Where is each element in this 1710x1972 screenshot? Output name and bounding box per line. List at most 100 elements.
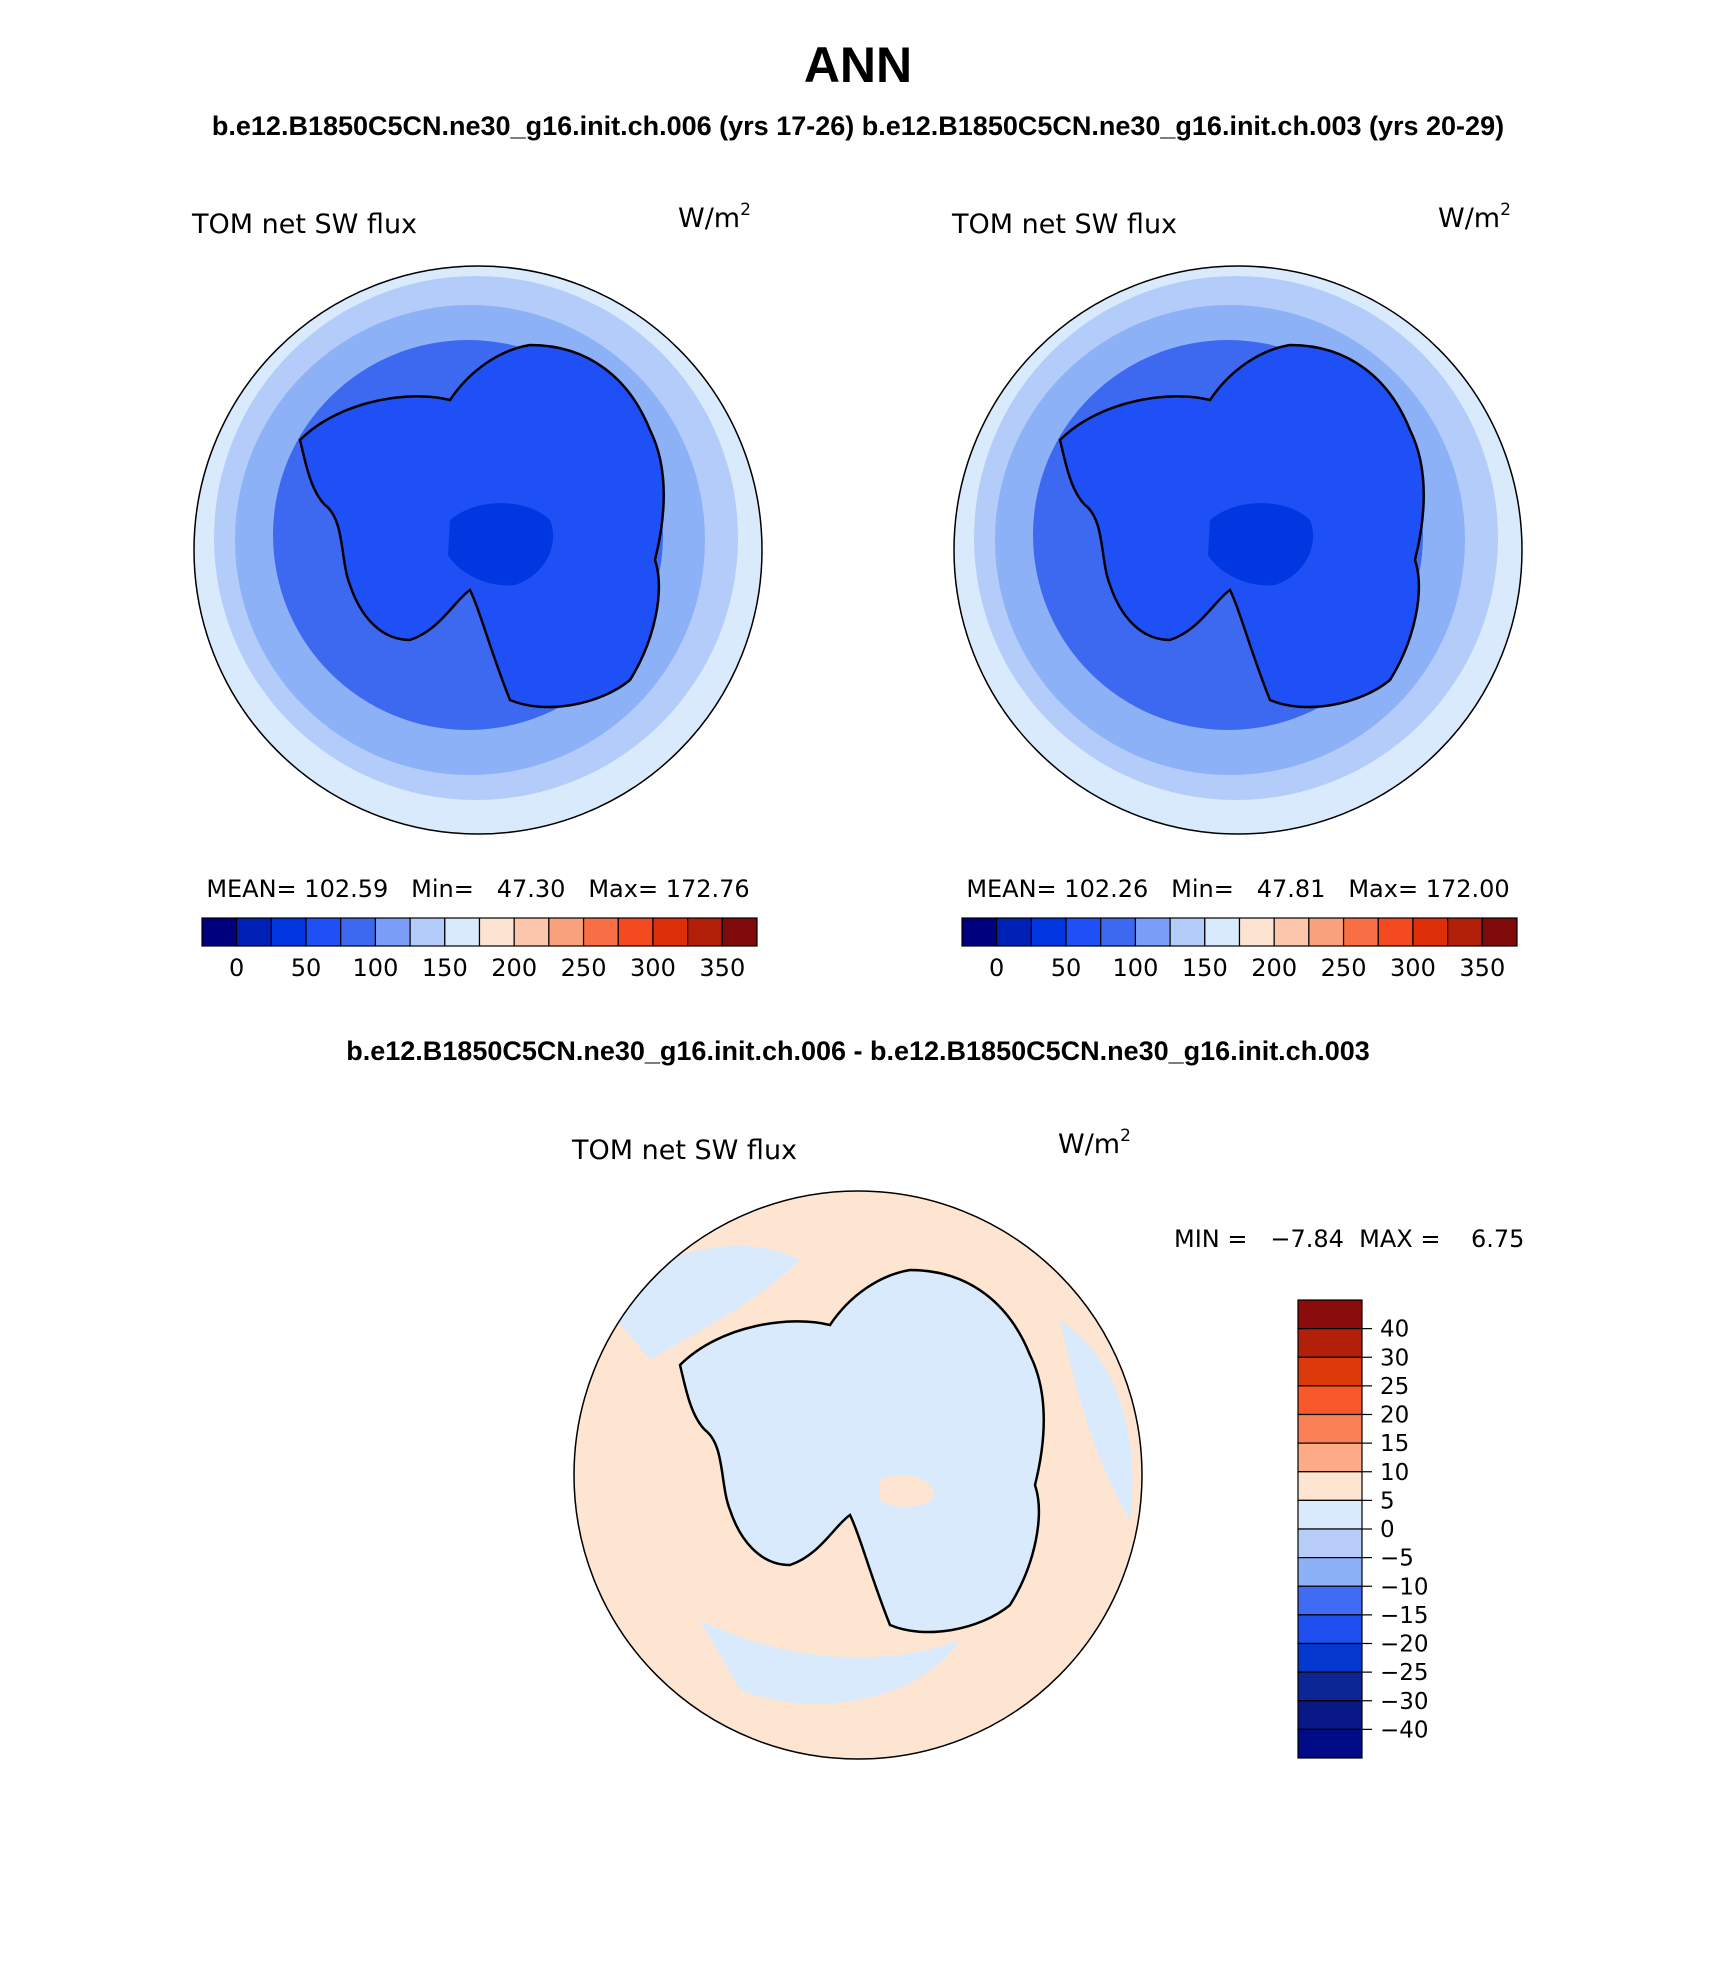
band-neg5-0-east [1060, 1320, 1133, 1520]
colorbar-swatch [1297, 1557, 1363, 1587]
colorbar-tick-label: 40 [1380, 1317, 1409, 1343]
page-subtitle: b.e12.B1850C5CN.ne30_g16.init.ch.006 (yr… [212, 111, 1504, 141]
colorbar-swatch [236, 917, 272, 947]
interior-low-zone [448, 503, 554, 586]
colorbar-swatch [1297, 1356, 1363, 1387]
units-label: W/m2 [1438, 200, 1511, 234]
colorbar-swatch [270, 917, 307, 947]
colorbar-tick-label: −25 [1380, 1660, 1429, 1686]
map-panel-case-003: TOM net SW flux W/m2 MEAN= 102.26 Min= 4… [951, 200, 1523, 982]
variable-label: TOM net SW flux [191, 209, 417, 240]
colorbar-tick-label: 250 [561, 954, 607, 982]
colorbar-swatch [1377, 917, 1414, 947]
polar-map [954, 266, 1522, 834]
colorbar-swatch [1308, 917, 1345, 947]
colorbar-swatch [1297, 1528, 1363, 1559]
colorbar-tick-label: 5 [1380, 1488, 1395, 1514]
polar-map [574, 1191, 1142, 1759]
colorbar-swatch [1297, 1328, 1363, 1358]
colorbar-swatch [374, 917, 411, 947]
colorbar-swatch [409, 917, 446, 947]
colorbar-swatch [1134, 917, 1171, 947]
band-neg5-0-south [700, 1620, 960, 1704]
colorbar-tick-label: 150 [422, 954, 468, 982]
colorbar-swatch [1297, 1728, 1363, 1759]
colorbar-swatch [1412, 917, 1449, 947]
colorbar-tick-label: 25 [1380, 1374, 1409, 1400]
colorbar-tick-label: 50 [291, 954, 322, 982]
colorbar-tick-label: 15 [1380, 1431, 1409, 1457]
colorbar-tick-label: 100 [353, 954, 399, 982]
colorbar-horizontal: 0 50 100 150 200 250 300 350 [201, 917, 758, 982]
colorbar-swatch [1481, 917, 1518, 947]
colorbar-tick-label: 100 [1113, 954, 1159, 982]
colorbar-tick-label: 10 [1380, 1460, 1409, 1486]
colorbar-tick-label: 150 [1182, 954, 1228, 982]
colorbar-tick-label: 300 [630, 954, 676, 982]
units-label: W/m2 [1058, 1126, 1131, 1160]
colorbar-tick-label: 0 [989, 954, 1004, 982]
colorbar-tick-label: −10 [1380, 1574, 1429, 1600]
colorbar-tick-label: 30 [1380, 1345, 1409, 1371]
map-panel-case-006: TOM net SW flux W/m2 MEAN= 102.59 Min= 4… [191, 200, 763, 982]
difference-title: b.e12.B1850C5CN.ne30_g16.init.ch.006 - b… [346, 1036, 1370, 1066]
colorbar-swatch [1297, 1499, 1363, 1530]
variable-label: TOM net SW flux [951, 209, 1177, 240]
colorbar-tick-label: 300 [1390, 954, 1436, 982]
colorbar-tick-label: 200 [1251, 954, 1297, 982]
map-boundary [193, 265, 763, 835]
antarctica-coastline [678, 1268, 1045, 1634]
colorbar-tick-label: −20 [1380, 1632, 1429, 1658]
colorbar-swatch [996, 917, 1032, 947]
colorbar-horizontal: 0 50 100 150 200 250 300 350 [961, 917, 1518, 982]
colorbar-swatch [1297, 1671, 1363, 1702]
colorbar-swatch [478, 917, 515, 947]
colorbar-swatch [652, 917, 689, 947]
page-title: ANN [804, 37, 912, 93]
units-exponent: 2 [1500, 200, 1511, 220]
colorbar-tick-label: 20 [1380, 1403, 1409, 1429]
interior-low-zone [1208, 503, 1314, 586]
colorbar-swatch [1297, 1700, 1363, 1730]
colorbar-swatch [1297, 1585, 1363, 1616]
colorbar-tick-label: 50 [1051, 954, 1082, 982]
map-boundary [573, 1190, 1143, 1760]
variable-label: TOM net SW flux [571, 1135, 797, 1166]
colorbar-swatch [1297, 1413, 1363, 1444]
colorbar-swatch [1204, 917, 1241, 947]
colorbar-tick-label: 250 [1321, 954, 1367, 982]
colorbar-swatch [1297, 1299, 1363, 1330]
units-label: W/m2 [678, 200, 751, 234]
colorbar-swatch [582, 917, 619, 947]
stats-text: MEAN= 102.26 Min= 47.81 Max= 172.00 [966, 875, 1509, 903]
positive-patch [880, 1475, 935, 1507]
colorbar-tick-label: −30 [1380, 1689, 1429, 1715]
colorbar-swatch [617, 917, 654, 947]
colorbar-swatch [1169, 917, 1206, 947]
colorbar-swatch [444, 917, 481, 947]
colorbar-swatch [1297, 1614, 1363, 1645]
colorbar-tick-label: 0 [1380, 1517, 1395, 1543]
colorbar-swatch [1297, 1385, 1363, 1416]
units-exponent: 2 [1120, 1126, 1131, 1146]
colorbar-swatch [1030, 917, 1067, 947]
map-boundary [953, 265, 1523, 835]
colorbar-tick-label: 0 [229, 954, 244, 982]
min-max-text: MIN = −7.84 MAX = 6.75 [1174, 1225, 1524, 1253]
colorbar-swatch [961, 917, 998, 947]
colorbar-swatch [340, 917, 377, 947]
colorbar-tick-label: 350 [1459, 954, 1505, 982]
colorbar-swatch [721, 917, 758, 947]
units-text: W/m [1438, 203, 1500, 234]
units-text: W/m [1058, 1129, 1120, 1160]
map-panel-difference: TOM net SW flux W/m2 MIN = −7.84 MAX = 6… [571, 1126, 1524, 1760]
colorbar-swatch [1238, 917, 1275, 947]
colorbar-swatch [1065, 917, 1102, 947]
colorbar-swatch [687, 917, 723, 947]
colorbar-swatch [305, 917, 342, 947]
units-exponent: 2 [740, 200, 751, 220]
colorbar-swatch [1297, 1471, 1363, 1501]
colorbar-tick-label: −40 [1380, 1717, 1429, 1743]
